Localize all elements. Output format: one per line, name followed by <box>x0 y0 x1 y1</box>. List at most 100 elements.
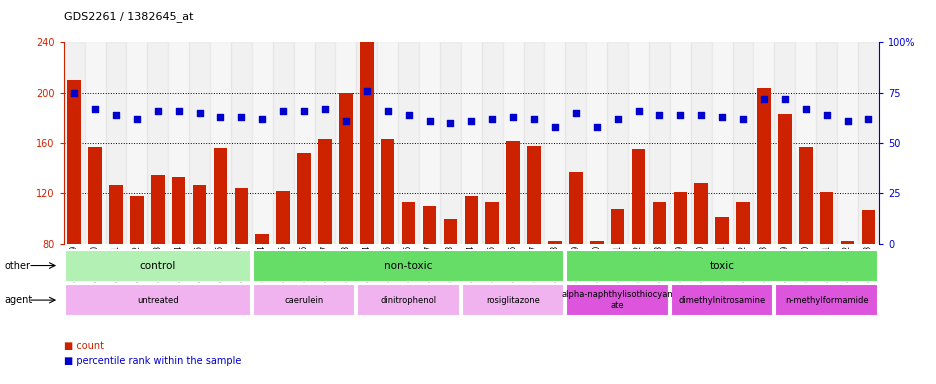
Bar <box>272 42 293 244</box>
Point <box>840 118 855 124</box>
Bar <box>649 42 669 244</box>
Bar <box>230 42 252 244</box>
Point <box>526 116 541 122</box>
Bar <box>527 146 540 244</box>
Bar <box>210 42 230 244</box>
Point <box>150 108 165 114</box>
Bar <box>461 42 481 244</box>
Bar <box>64 42 84 244</box>
Text: ■ percentile rank within the sample: ■ percentile rank within the sample <box>64 356 241 366</box>
Point <box>589 124 604 130</box>
Bar <box>339 93 352 244</box>
Point <box>171 108 186 114</box>
Point <box>380 108 395 114</box>
Point <box>609 116 624 122</box>
Text: ■ count: ■ count <box>64 341 104 351</box>
Point <box>755 96 770 102</box>
Bar <box>314 42 335 244</box>
Point <box>693 112 708 118</box>
Bar <box>670 284 772 316</box>
Bar <box>377 42 398 244</box>
Bar <box>252 42 272 244</box>
Bar <box>652 202 665 244</box>
Bar <box>297 153 311 244</box>
Bar <box>422 206 436 244</box>
Bar <box>65 284 251 316</box>
Bar <box>590 241 603 244</box>
Text: dinitrophenol: dinitrophenol <box>380 296 436 305</box>
Bar <box>213 148 227 244</box>
Bar <box>88 147 102 244</box>
Point <box>358 88 373 94</box>
Bar <box>293 42 314 244</box>
Bar <box>505 141 519 244</box>
Bar <box>189 42 210 244</box>
Bar <box>673 192 686 244</box>
Bar <box>502 42 523 244</box>
Point <box>421 118 436 124</box>
Bar <box>798 147 812 244</box>
Bar <box>402 202 415 244</box>
Bar <box>565 250 877 281</box>
Bar <box>193 185 206 244</box>
Point <box>234 114 249 120</box>
Bar <box>168 42 189 244</box>
Bar <box>627 42 649 244</box>
Bar <box>318 139 331 244</box>
Point <box>255 116 270 122</box>
Point <box>630 108 645 114</box>
Bar <box>443 218 457 244</box>
Bar <box>840 241 854 244</box>
Bar <box>381 139 394 244</box>
Point <box>297 108 312 114</box>
Bar <box>777 114 791 244</box>
Point <box>651 112 666 118</box>
Bar <box>857 42 878 244</box>
Bar <box>357 284 460 316</box>
Point <box>797 106 812 112</box>
Bar <box>523 42 544 244</box>
Bar <box>253 284 355 316</box>
Bar <box>819 192 832 244</box>
Bar <box>359 42 373 244</box>
Bar <box>67 80 80 244</box>
Bar <box>464 196 477 244</box>
Point <box>275 108 290 114</box>
Bar <box>795 42 815 244</box>
Bar <box>418 42 440 244</box>
Bar <box>773 42 795 244</box>
Text: alpha-naphthylisothiocyan
ate: alpha-naphthylisothiocyan ate <box>562 290 673 310</box>
Bar <box>276 191 289 244</box>
Bar <box>815 42 836 244</box>
Bar <box>714 217 728 244</box>
Bar <box>256 234 269 244</box>
Bar <box>440 42 461 244</box>
Bar <box>398 42 418 244</box>
Bar <box>253 250 563 281</box>
Bar <box>65 250 251 281</box>
Point <box>87 106 102 112</box>
Point <box>777 96 792 102</box>
Bar <box>669 42 690 244</box>
Bar <box>568 172 582 244</box>
Text: agent: agent <box>5 295 33 305</box>
Bar <box>610 209 623 244</box>
Bar <box>564 42 586 244</box>
Text: control: control <box>139 260 176 271</box>
Point <box>109 112 124 118</box>
Bar <box>775 284 877 316</box>
Bar <box>732 42 753 244</box>
Bar <box>126 42 147 244</box>
Bar <box>234 189 248 244</box>
Bar <box>356 42 377 244</box>
Bar <box>544 42 564 244</box>
Bar <box>736 202 749 244</box>
Point <box>505 114 520 120</box>
Bar <box>586 42 607 244</box>
Bar <box>335 42 356 244</box>
Bar <box>84 42 106 244</box>
Point <box>129 116 144 122</box>
Point <box>317 106 332 112</box>
Bar <box>753 42 773 244</box>
Bar <box>461 284 563 316</box>
